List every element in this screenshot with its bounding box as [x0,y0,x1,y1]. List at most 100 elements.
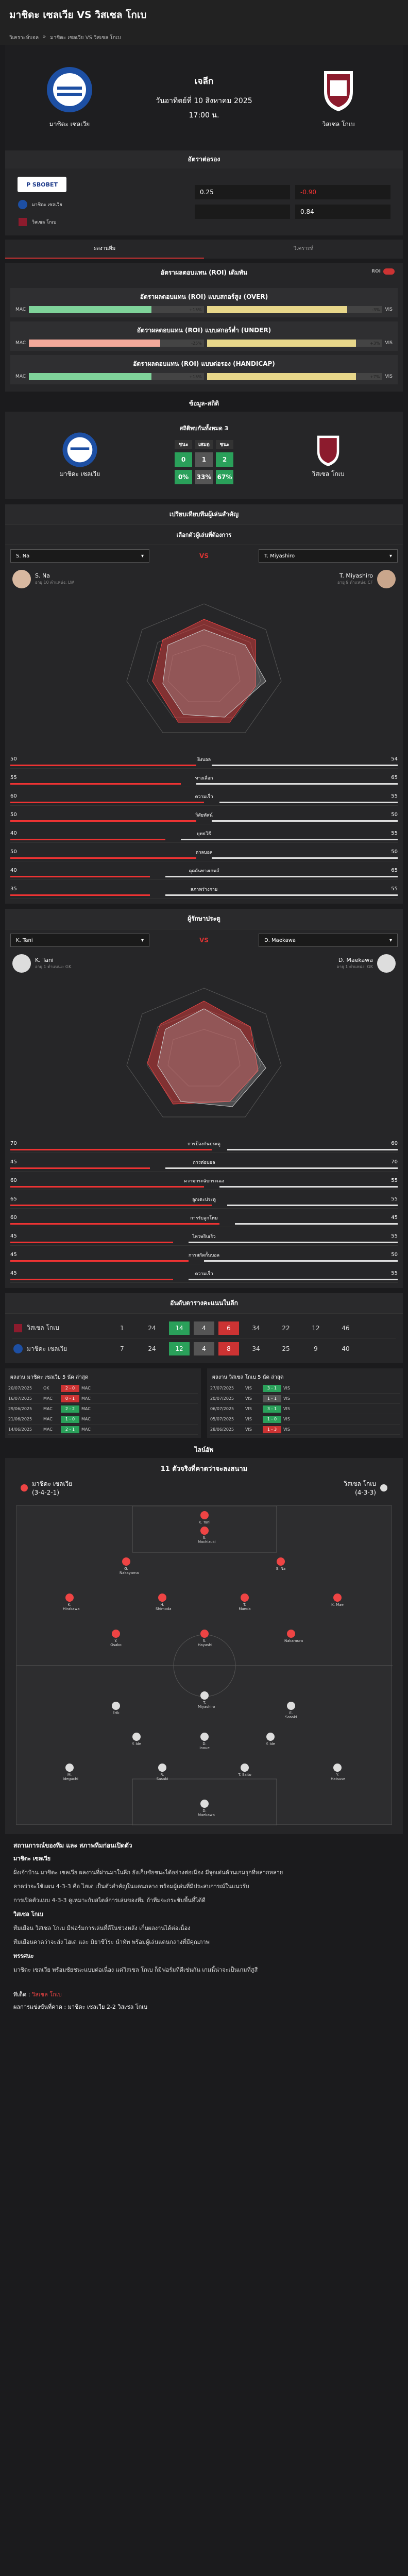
odds-away-price[interactable]: 0.84 [295,205,390,219]
keeper-compare-panel: ผู้รักษาประตู K. Tani ▾ VS D. Maekawa ▾ K.… [5,909,403,1288]
away-mini-logo-icon [14,1324,22,1332]
h2h-head-draw: เสมอ [195,440,213,449]
topbar: มาชิดะ เซลเวีย VS วิสเซล โกเบ วิเคราะห์บ… [0,0,408,45]
away-team-name: วิสเซล โกเบ [322,121,355,128]
home-team-name: มาชิดะ เซลเวีย [49,121,90,128]
h2h-draw-pct: 33% [195,470,213,484]
compare-row: 50 ยิงบอล 54 [10,750,398,769]
home-player: H. Shimoda [156,1594,172,1611]
roi-handicap-away-bar: +7% [207,373,382,380]
match-header: มาชิดะ เซลเวีย เจลีก วันอาทิตย์ที่ 10 สิ… [5,45,403,150]
roi-toggle-label: ROI [371,269,381,274]
left-player-select[interactable]: S. Na ▾ [10,549,149,563]
away-mini-logo-icon [19,218,27,226]
breadcrumb: วิเคราะห์บอล » มาชิดะ เซลเวีย VS วิสเซล … [9,34,399,42]
roi-over-home-bar: +15% [29,306,204,313]
away-player: Erik [109,1702,123,1715]
home-form-box: ผลงาน มาชิดะ เซลเวีย 5 นัด ล่าสุด 20/07/… [5,1368,201,1438]
analysis-home-p2: คาดว่าจะใช้แผน 4-3-3 คือ ไฮเด เป็นตัวสำค… [13,1883,249,1890]
away-player: D. Maekawa [198,1800,215,1817]
analysis-title: สถานการณ์ของทีม และ สภาพทีมก่อนเปิดตัว [13,1842,132,1849]
home-player: G. Nakayama [120,1557,139,1575]
breadcrumb-current: มาชิดะ เซลเวีย VS วิสเซล โกเบ [50,35,121,41]
sbobet-button[interactable]: P SBOBET [18,177,66,192]
h2h-home: มาชิดะ เซลเวีย [41,432,118,479]
roi-under-home-bar: -25% [29,340,204,347]
compare-row: 40 ดุดดันทางเกมส์ 65 [10,861,398,880]
right-keeper-select[interactable]: D. Maekawa ▾ [259,934,398,947]
analysis-away-p1: ทีมเยือน วิสเซล โกเบ มีฟอร์มการเล่นที่ดี… [13,1925,191,1931]
h2h-head-win: ชนะ [175,440,192,449]
list-item: 05/07/2025 VIS 1 - 0 VIS [210,1414,400,1425]
toggle-switch-icon[interactable] [383,268,395,275]
vs-label: VS [199,937,209,944]
h2h-draws: 1 [195,452,213,467]
list-item: 20/07/2025 OK 2 - 0 MAC [8,1383,198,1394]
lineup-section-title: ไลน์อัพ [194,1446,214,1453]
player-compare-panel: เปรียบเทียบทีมผู้เล่นสำคัญ เลือกตัวผู้เล… [5,504,403,904]
breadcrumb-home[interactable]: วิเคราะห์บอล [9,35,39,41]
roi-home-code: MAC [15,341,26,346]
roi-header: อัตราผลตอบแทน (ROI) เดิมพัน ROI [5,263,403,283]
roi-handicap-title: อัตราผลตอบแทน (ROI) แบบต่อรอง (HANDICAP) [133,360,275,367]
h2h-home-wins: 0 [175,452,192,467]
compare-row: 70 การป้องกันประตู 60 [10,1134,398,1153]
roi-away-code: VIS [385,374,393,379]
odds-home-price[interactable]: -0.90 [295,185,390,199]
right-keeper: D. Maekawa อายุ 1 ตำแหน่ง: GK [337,954,396,973]
away-player: T. Miyashiro [198,1691,215,1709]
h2h-card: มาชิดะ เซลเวีย สถิติพบกันทั้งหมด 3 ชนะ เ… [5,412,403,499]
away-player: M. Ideguchi [63,1764,78,1781]
home-team: มาชิดะ เซลเวีย [31,66,108,129]
compare-row: 50 วิสัยทัศน์ 50 [10,806,398,824]
away-logo-icon [317,435,339,466]
match-time: 17:00 น. [189,111,219,120]
odds-handicap: 0.25 [195,185,290,199]
football-pitch: S. Mochizuki G. Nakayama S. Na K. Hiraka… [16,1505,393,1825]
roi-away-code: VIS [385,341,393,346]
lineup-title: 11 ตัวจริงที่คาดว่าจะลงสนาม [160,1465,248,1473]
tab-analysis[interactable]: วิเคราะห์ [293,246,314,251]
odds-panel: P SBOBET มาชิดะ เซลเวีย วิสเซล โกเบ 0.25… [5,168,403,235]
analysis-home-p1: ฝั่งเจ้าบ้าน มาชิดะ เซลเวีย ผลงานที่ผ่าน… [13,1869,283,1876]
list-item: 27/07/2025 VIS 3 - 1 VIS [210,1383,400,1394]
compare-row: 45 การสกัดกั้นบอล 50 [10,1246,398,1264]
tab-team-form[interactable]: ผลงานทีม [5,240,204,259]
home-player: S. Mochizuki [198,1527,216,1544]
away-player: E. Sasaki [284,1702,298,1719]
home-form-title: ผลงาน มาชิดะ เซลเวีย 5 นัด ล่าสุด [10,1375,89,1380]
right-player-select[interactable]: T. Miyashiro ▾ [259,549,398,563]
recent-form: ผลงาน มาชิดะ เซลเวีย 5 นัด ล่าสุด 20/07/… [5,1368,403,1438]
compare-row: 45 ความเร็ว 55 [10,1264,398,1283]
analysis-section: สถานการณ์ของทีม และ สภาพทีมก่อนเปิดตัว ม… [5,1834,403,1987]
predict-value: มาชิดะ เซลเวีย 2-2 วิสเซล โกเบ [67,2004,148,2010]
odds-away-label: วิสเซล โกเบ [32,220,57,225]
avatar [377,954,396,973]
h2h-title: สถิติพบกันทั้งหมด 3 [179,425,229,432]
pitch-lines [16,1506,393,1825]
home-player: T. Maeda [238,1594,251,1611]
match-info: เจลีก วันอาทิตย์ที่ 10 สิงหาคม 2025 17:0… [156,74,252,121]
odds-blank [195,205,290,219]
h2h-home-pct: 0% [175,470,192,484]
home-logo-icon [62,432,97,467]
away-player: T. Saito [238,1764,251,1777]
home-mini-logo-icon [18,200,27,209]
breadcrumb-sep: » [43,34,46,40]
roi-home-code: MAC [15,374,26,379]
avatar [12,570,31,588]
standings-table: วิสเซล โกเบ 1 24 14 4 6 34 22 12 46 มาชิ… [5,1314,403,1363]
keeper-title: ผู้รักษาประตู [5,909,403,929]
analysis-home-p3: การเปิดตัวแบบ 4-3-3 ดูเหมาะกับสไตล์การเล… [13,1897,206,1904]
roi-over-away-bar: -3% [207,306,382,313]
radar-chart-keepers [5,976,403,1134]
left-keeper-select[interactable]: K. Tani ▾ [10,934,149,947]
pick-label: ทีเด็ด : [13,1991,30,1998]
h2h-away-wins: 2 [216,452,233,467]
analysis-summary: มาชิดะ เซลเวีย พร้อมชัยชนะแบบต่อเนื่อง แ… [13,1967,258,1973]
roi-toggle[interactable]: ROI [371,268,395,275]
compare-row: 60 ความกระฉับกระเฉง 55 [10,1172,398,1190]
roi-box-handicap: อัตราผลตอบแทน (ROI) แบบต่อรอง (HANDICAP)… [10,355,398,384]
home-player: K. Tani [198,1511,211,1524]
pick-value: วิสเซล โกเบ [32,1991,62,1998]
